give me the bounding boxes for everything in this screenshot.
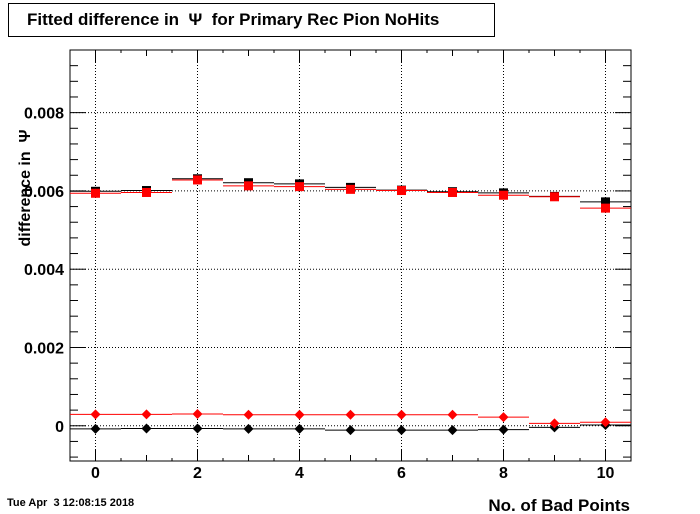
- data-point-diamond: [141, 409, 152, 420]
- data-point-diamond: [447, 409, 458, 420]
- data-point-square: [346, 184, 355, 194]
- y-tick-label: 0.002: [24, 340, 64, 357]
- data-point-square: [448, 187, 457, 197]
- x-axis-label: No. of Bad Points: [488, 496, 630, 514]
- x-tick-label: 8: [499, 465, 508, 482]
- data-point-diamond: [498, 412, 509, 423]
- data-point-square: [244, 181, 253, 191]
- x-tick-label: 2: [193, 465, 202, 482]
- data-point-square: [499, 190, 508, 200]
- data-point-diamond: [243, 423, 254, 434]
- data-point-square: [601, 203, 610, 213]
- y-tick-label: 0.008: [24, 106, 64, 123]
- data-point-diamond: [90, 423, 101, 434]
- data-point-square: [397, 186, 406, 196]
- data-point-square: [142, 187, 151, 197]
- data-point-square: [295, 182, 304, 192]
- chart-title: Fitted difference in Ψ for Primary Rec P…: [8, 3, 495, 37]
- data-point-square: [550, 192, 559, 202]
- data-point-diamond: [345, 425, 356, 436]
- data-point-square: [193, 175, 202, 185]
- data-point-diamond: [90, 409, 101, 420]
- tick-labels: 0 2 4 6 8 10 0 0.002 0.004 0.006 0.008: [24, 106, 615, 482]
- data-point-diamond: [141, 423, 152, 434]
- x-tick-label: 10: [597, 465, 615, 482]
- data-point-diamond: [345, 409, 356, 420]
- data-point-diamond: [396, 425, 407, 436]
- data-point-diamond: [396, 409, 407, 420]
- x-tick-label: 4: [295, 465, 304, 482]
- plot-frame: [69, 49, 632, 462]
- y-tick-label: 0.004: [24, 262, 64, 279]
- y-axis-label: difference in Ψ: [17, 129, 34, 246]
- data-point-diamond: [447, 425, 458, 436]
- data-point-diamond: [294, 409, 305, 420]
- data-point-diamond: [549, 418, 560, 429]
- data-point-diamond: [600, 417, 611, 428]
- data-point-diamond: [192, 409, 203, 420]
- data-point-diamond: [243, 409, 254, 420]
- data-point-diamond: [498, 424, 509, 435]
- axis-ticks: [69, 50, 632, 461]
- data-point-square: [601, 197, 610, 207]
- y-tick-label: 0: [55, 419, 64, 436]
- x-tick-label: 0: [91, 465, 100, 482]
- x-tick-label: 6: [397, 465, 406, 482]
- data-point-diamond: [294, 423, 305, 434]
- timestamp: Tue Apr 3 12:08:15 2018: [7, 497, 135, 509]
- data-point-square: [91, 188, 100, 198]
- data-marks: [70, 174, 631, 436]
- data-point-diamond: [192, 423, 203, 434]
- y-tick-label: 0.006: [24, 184, 64, 201]
